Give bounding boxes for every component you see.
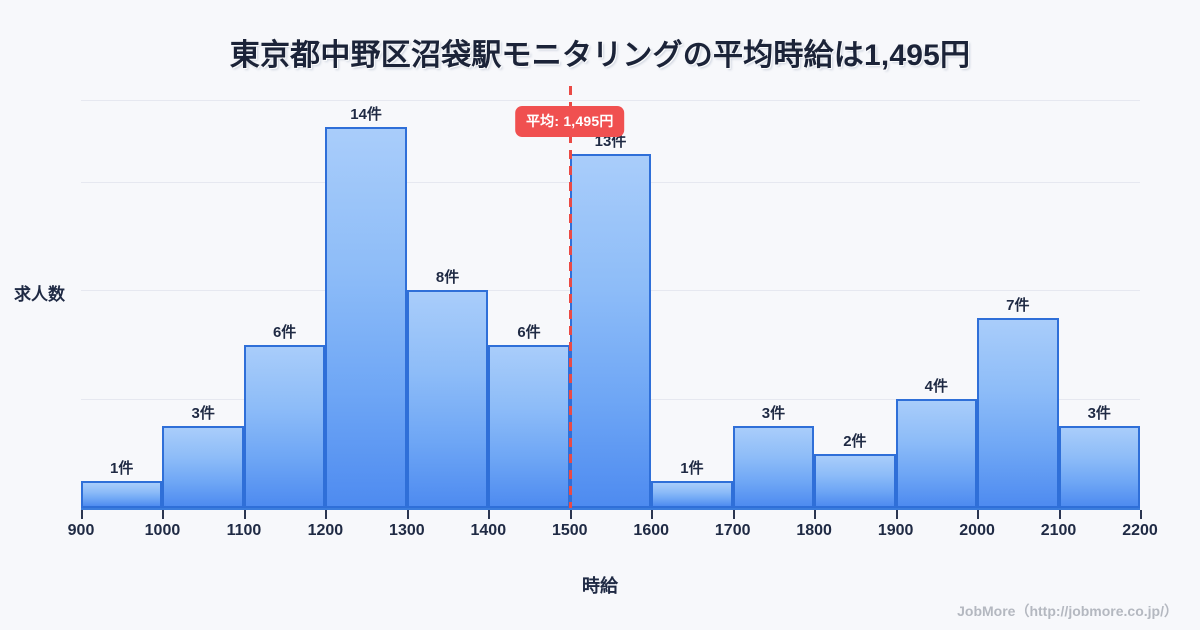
bar[interactable] [732,426,815,508]
plot-area: 1件 3件 6件 14件 8件 6件 13件 1件 3件 2件 4件 7件 3件 [81,86,1140,508]
x-axis-line [81,508,1140,510]
x-axis-tick [732,510,735,519]
x-axis-tick-label: 1000 [144,522,181,539]
x-axis-tick [488,510,491,519]
x-axis-tick [81,510,83,519]
x-axis-tick [814,510,817,519]
bars-layer: 1件 3件 6件 14件 8件 6件 13件 1件 3件 2件 4件 7件 3件 [81,100,1140,508]
bar[interactable] [162,426,244,508]
page-title: 東京都中野区沼袋駅モニタリングの平均時給は1,495円 [229,39,971,72]
bar[interactable] [895,399,978,508]
bar-value-label: 3件 [761,405,786,423]
x-axis-tick-label: 1700 [714,522,751,539]
bar[interactable] [406,290,489,508]
x-axis-tick-label: 1300 [389,522,425,539]
bar-value-label: 3件 [1087,405,1111,423]
x-axis-tick [325,510,328,519]
average-line [568,86,572,508]
watermark: JobMore（http://jobmore.co.jp/） [957,603,1178,619]
x-axis-tick-label: 1400 [470,522,507,539]
x-axis-tick-label: 1800 [796,522,832,539]
x-axis-tick [651,510,654,519]
x-axis-tick [895,510,898,519]
x-axis-tick [569,510,572,519]
x-axis-tick-label: 1900 [877,522,914,539]
bar[interactable] [651,480,733,508]
bar-value-label: 3件 [191,405,215,423]
average-badge: 平均: 1,495円 [514,106,625,137]
gridline [81,100,1140,101]
x-axis-tick-label: 1600 [633,522,670,539]
bar-value-label: 8件 [435,269,460,287]
x-axis-tick [406,510,409,519]
x-axis-tick-label: 2200 [1122,522,1158,539]
x-axis-tick [1058,510,1061,519]
bar[interactable] [325,127,407,508]
bar[interactable] [81,480,163,508]
bar-value-label: 1件 [110,459,134,477]
x-axis-title: 時給 [582,576,618,596]
bar-value-label: 14件 [350,106,382,124]
bar-value-label: 6件 [517,323,541,341]
bar-value-label: 7件 [1006,296,1030,314]
bar[interactable] [569,154,652,508]
x-axis-tick-label: 2100 [1040,522,1077,539]
bar-value-label: 1件 [680,459,704,477]
bar[interactable] [977,317,1059,508]
bar[interactable] [814,453,896,508]
x-axis-tick-label: 1500 [551,522,588,539]
bar-value-label: 13件 [594,133,627,151]
bar-value-label: 2件 [843,432,867,450]
bar[interactable] [1058,426,1140,508]
x-axis-tick-label: 1100 [226,522,262,539]
x-axis-tick [977,510,980,519]
x-axis-tick-label: 900 [67,522,95,539]
bar-value-label: 4件 [924,378,948,396]
x-axis-tick-label: 1200 [307,522,344,539]
x-axis-tick [1140,510,1142,519]
x-axis-tick-label: 2000 [959,522,995,539]
x-axis-tick [243,510,246,519]
x-axis-tick [162,510,165,519]
bar[interactable] [243,344,326,508]
bar[interactable] [488,344,570,508]
y-axis-title: 求人数 [14,285,65,304]
bar-value-label: 6件 [272,323,297,341]
